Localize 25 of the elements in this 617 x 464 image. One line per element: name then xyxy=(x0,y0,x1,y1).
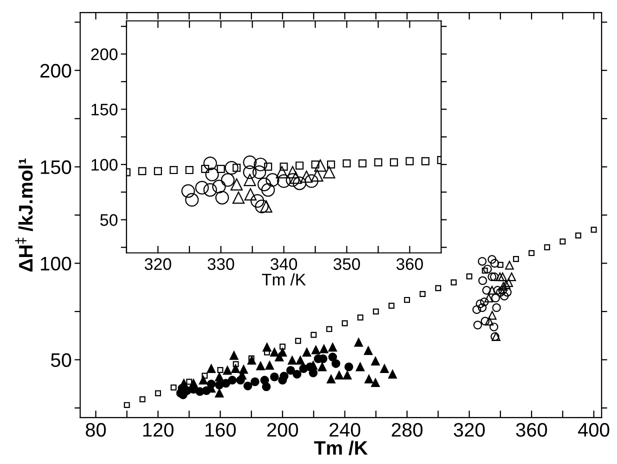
y-axis-title: ΔH$^{‡}$ /kJ.mol¹ xyxy=(15,158,33,272)
x-tick-label: 320 xyxy=(144,258,172,270)
x-tick-label: 360 xyxy=(516,422,548,437)
x-tick-label: 360 xyxy=(396,258,423,270)
y-tick-label: 100 xyxy=(92,158,118,171)
y-tick-label: 100 xyxy=(40,256,72,271)
x-tick-label: 330 xyxy=(208,258,234,270)
y-tick-label: 150 xyxy=(40,160,72,174)
y-tick-label: 50 xyxy=(100,214,118,226)
x-tick-label: 350 xyxy=(333,258,360,270)
x-axis-title: Tm /K xyxy=(262,273,306,286)
y-tick-label: 200 xyxy=(40,64,72,78)
x-tick-label: 120 xyxy=(143,422,174,437)
x-axis-title: Tm /K xyxy=(314,440,368,456)
x-tick-label: 80 xyxy=(86,422,106,437)
x-tick-label: 200 xyxy=(267,422,298,437)
x-tick-label: 160 xyxy=(206,422,236,437)
x-tick-label: 280 xyxy=(392,422,422,437)
x-tick-label: 320 xyxy=(454,422,485,437)
x-tick-label: 240 xyxy=(330,422,360,437)
x-tick-label: 340 xyxy=(270,258,298,270)
y-tick-label: 200 xyxy=(91,48,118,60)
x-tick-label: 400 xyxy=(578,422,610,437)
y-tick-label: 150 xyxy=(92,104,118,116)
y-tick-label: 50 xyxy=(51,353,72,367)
